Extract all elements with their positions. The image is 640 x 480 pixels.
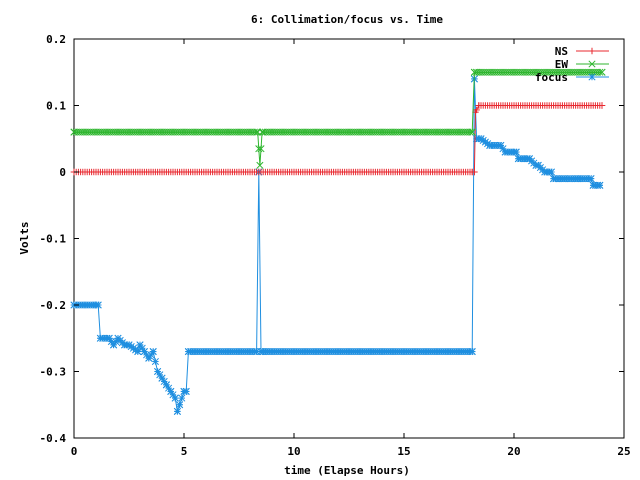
legend-label-ns: NS bbox=[555, 45, 568, 58]
data-point-ew bbox=[257, 145, 265, 153]
data-point-ns bbox=[471, 168, 478, 176]
data-point-ew bbox=[250, 128, 258, 136]
data-point-focus bbox=[182, 387, 190, 396]
data-point-focus bbox=[178, 394, 186, 402]
data-point-ew bbox=[598, 68, 606, 76]
chart-title: 6: Collimation/focus vs. Time bbox=[251, 13, 443, 26]
data-point-ew bbox=[253, 128, 261, 136]
data-point-focus bbox=[468, 347, 476, 356]
data-point-focus bbox=[154, 367, 162, 376]
data-point-focus bbox=[171, 394, 179, 402]
x-tick-label: 0 bbox=[71, 445, 78, 458]
data-point-focus bbox=[140, 347, 148, 356]
data-point-focus bbox=[151, 357, 159, 366]
data-point-ew bbox=[468, 128, 476, 136]
data-point-focus bbox=[261, 347, 269, 356]
legend-marker-ew bbox=[588, 60, 596, 68]
data-point-focus bbox=[149, 347, 157, 356]
data-point-ew bbox=[70, 128, 78, 136]
legend-marker-ns bbox=[588, 47, 596, 55]
y-tick-label: -0.4 bbox=[40, 432, 67, 445]
data-point-focus bbox=[167, 387, 175, 396]
data-point-ew bbox=[255, 145, 263, 153]
y-tick-label: -0.1 bbox=[40, 233, 67, 246]
data-point-focus bbox=[136, 341, 144, 349]
legend-label-ew: EW bbox=[555, 58, 569, 71]
data-point-focus bbox=[110, 341, 118, 349]
data-point-focus bbox=[587, 175, 595, 183]
data-point-focus bbox=[176, 401, 184, 409]
x-tick-label: 15 bbox=[397, 445, 410, 458]
data-point-focus bbox=[134, 347, 142, 356]
data-point-ew bbox=[470, 68, 478, 76]
data-point-focus bbox=[125, 341, 133, 349]
data-point-focus bbox=[490, 141, 498, 149]
data-point-ew bbox=[258, 128, 266, 136]
axis-ticks: 0 5 10 15 20 25 -0.4 -0.3 -0.2 -0.1 0 0.1 0.2 bbox=[40, 33, 631, 458]
data-point-focus bbox=[184, 347, 192, 356]
data-point-focus bbox=[162, 381, 170, 389]
data-point-ns bbox=[475, 102, 482, 109]
data-point-focus bbox=[547, 168, 555, 176]
series-line-ns bbox=[74, 105, 602, 173]
data-point-ew bbox=[473, 68, 481, 76]
data-point-ew bbox=[596, 68, 604, 76]
series-line-ew bbox=[74, 71, 602, 166]
data-point-ew bbox=[256, 161, 264, 169]
data-point-focus bbox=[173, 407, 181, 415]
data-point-focus bbox=[158, 374, 166, 382]
x-tick-label: 10 bbox=[287, 445, 300, 458]
y-tick-label: 0.1 bbox=[46, 100, 66, 113]
data-point-ns bbox=[598, 102, 606, 109]
plot-content bbox=[70, 68, 606, 415]
series-ew bbox=[70, 68, 606, 169]
data-point-focus bbox=[501, 148, 509, 156]
data-point-focus bbox=[550, 175, 558, 183]
x-tick-label: 25 bbox=[617, 445, 630, 458]
y-tick-label: -0.2 bbox=[40, 299, 67, 312]
plot-frame bbox=[73, 38, 625, 439]
data-point-focus bbox=[574, 175, 582, 183]
legend-label-focus: focus bbox=[535, 71, 568, 84]
data-point-focus bbox=[514, 155, 522, 163]
series-focus bbox=[70, 75, 604, 415]
data-point-focus bbox=[105, 334, 113, 342]
data-point-focus bbox=[512, 148, 520, 156]
data-point-focus bbox=[596, 181, 604, 189]
data-point-ew bbox=[466, 128, 474, 136]
x-axis-label: time (Elapse Hours) bbox=[284, 464, 410, 477]
legend-marker-focus bbox=[588, 73, 596, 81]
x-tick-label: 5 bbox=[181, 445, 188, 458]
y-tick-label: 0 bbox=[59, 166, 66, 179]
y-axis-label: Volts bbox=[18, 221, 31, 254]
data-point-focus bbox=[114, 334, 122, 342]
data-point-focus bbox=[145, 354, 153, 362]
x-tick-label: 20 bbox=[507, 445, 520, 458]
data-point-focus bbox=[561, 175, 569, 183]
data-point-focus bbox=[94, 301, 102, 309]
data-point-focus bbox=[497, 141, 505, 149]
data-point-focus bbox=[525, 155, 533, 163]
data-point-focus bbox=[96, 334, 104, 342]
data-point-focus bbox=[477, 135, 485, 143]
data-point-focus bbox=[534, 161, 542, 169]
y-tick-label: 0.2 bbox=[46, 33, 66, 46]
series-ns bbox=[70, 102, 606, 176]
y-tick-label: -0.3 bbox=[40, 366, 67, 379]
